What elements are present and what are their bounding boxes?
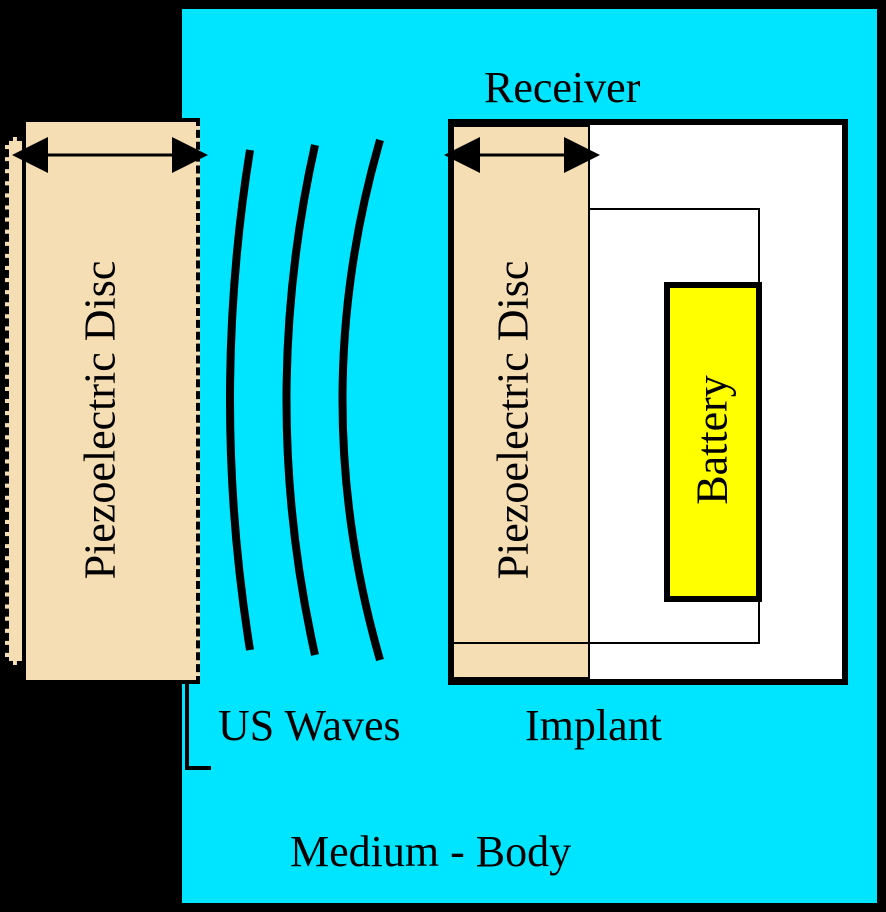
battery-label: Battery (687, 375, 738, 505)
tx-piezo-label: Piezoelectric Disc (75, 261, 126, 580)
tx-foot-bracket (185, 684, 211, 770)
us-waves-label: US Waves (218, 700, 401, 751)
receiver-label: Receiver (484, 62, 640, 113)
wire-top-h (590, 208, 760, 210)
diagram-canvas: Piezoelectric Disc Piezoelectric Disc Ba… (0, 0, 886, 912)
medium-label: Medium - Body (290, 826, 571, 877)
implant-label: Implant (525, 700, 662, 751)
wire-bot-v (758, 600, 760, 644)
wire-bot-h (454, 642, 760, 644)
rx-piezo-label: Piezoelectric Disc (488, 261, 539, 580)
wire-top-v (758, 208, 760, 284)
